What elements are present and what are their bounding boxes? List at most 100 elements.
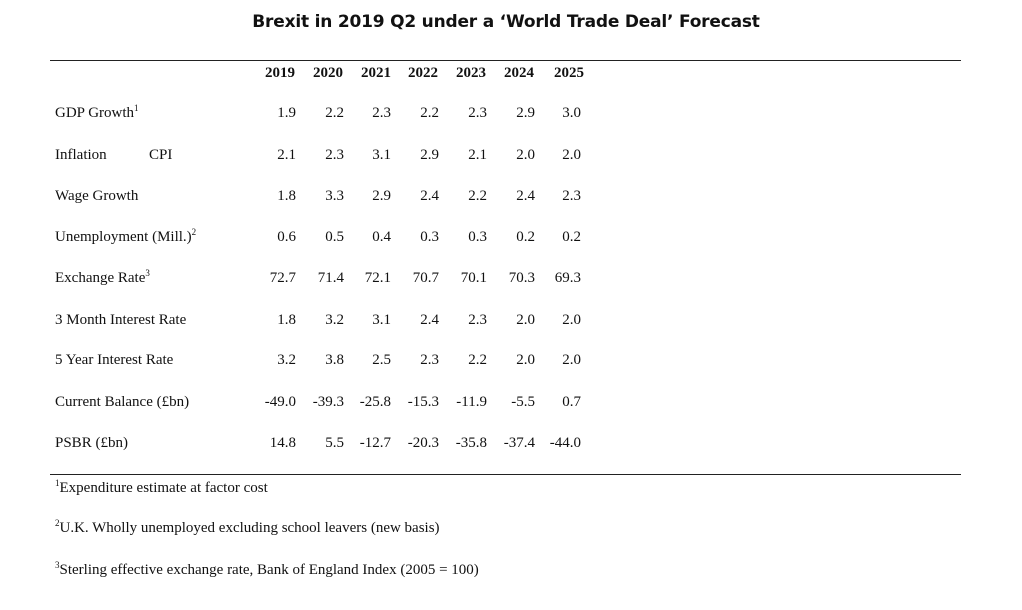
footnote: 1Expenditure estimate at factor cost <box>55 478 268 497</box>
year-header: 2021 <box>361 65 391 81</box>
row-label: Exchange Rate3 <box>55 268 150 287</box>
table-cell: 0.6 <box>277 229 296 245</box>
row-sublabel: CPI <box>149 147 173 163</box>
footnote-marker: 3 <box>145 268 150 278</box>
table-cell: 0.2 <box>562 229 581 245</box>
table-cell: -39.3 <box>312 394 344 410</box>
table-cell: 2.0 <box>516 312 535 328</box>
table-cell: 70.3 <box>508 270 535 286</box>
table-cell: 2.0 <box>562 312 581 328</box>
table-cell: 2.1 <box>468 147 487 163</box>
table-cell: 1.8 <box>277 188 296 204</box>
table-cell: 3.0 <box>562 105 581 121</box>
table-cell: 2.4 <box>516 188 535 204</box>
row-label-text: 3 Month Interest Rate <box>55 312 187 328</box>
year-header: 2025 <box>554 65 584 81</box>
table-cell: 2.2 <box>420 105 439 121</box>
footnote-marker: 3 <box>55 560 60 570</box>
table-cell: 5.5 <box>325 435 344 451</box>
year-header: 2023 <box>456 65 486 81</box>
footnote-marker: 1 <box>55 478 60 488</box>
table-cell: 72.7 <box>269 270 296 286</box>
table-cell: 2.3 <box>420 352 439 368</box>
table-cell: -11.9 <box>456 394 487 410</box>
table-cell: 2.0 <box>516 352 535 368</box>
table-cell: 2.4 <box>420 188 439 204</box>
table-cell: 3.1 <box>372 312 391 328</box>
table-cell: 69.3 <box>554 270 581 286</box>
year-header: 2020 <box>313 65 343 81</box>
table-cell: 1.9 <box>277 105 296 121</box>
footnote-marker: 2 <box>55 518 60 528</box>
table-bottom-rule <box>50 474 961 475</box>
table-cell: 2.3 <box>372 105 391 121</box>
row-label: 5 Year Interest Rate <box>55 352 173 369</box>
footnote-marker: 1 <box>134 103 139 113</box>
page-title: Brexit in 2019 Q2 under a ‘World Trade D… <box>252 12 760 32</box>
table-cell: -15.3 <box>407 394 439 410</box>
table-cell: 2.0 <box>516 147 535 163</box>
table-cell: 2.3 <box>562 188 581 204</box>
table-cell: 2.3 <box>325 147 344 163</box>
row-label: 3 Month Interest Rate <box>55 312 186 329</box>
table-cell: -49.0 <box>264 394 296 410</box>
table-cell: 0.4 <box>372 229 391 245</box>
table-cell: 3.8 <box>325 352 344 368</box>
row-label-text: PSBR (£bn) <box>55 435 128 451</box>
table-cell: 2.9 <box>420 147 439 163</box>
table-cell: 2.5 <box>372 352 391 368</box>
table-cell: 2.0 <box>562 352 581 368</box>
table-cell: 2.1 <box>277 147 296 163</box>
table-cell: 3.2 <box>277 352 296 368</box>
table-cell: 2.3 <box>468 105 487 121</box>
table-cell: 14.8 <box>269 435 296 451</box>
table-cell: -5.5 <box>511 394 535 410</box>
row-label: Unemployment (Mill.)2 <box>55 227 197 246</box>
table-cell: 2.9 <box>516 105 535 121</box>
table-cell: -25.8 <box>359 394 391 410</box>
table-cell: 0.7 <box>562 394 581 410</box>
table-cell: 71.4 <box>317 270 344 286</box>
table-cell: 0.5 <box>325 229 344 245</box>
table-cell: 70.1 <box>460 270 487 286</box>
year-header: 2024 <box>504 65 534 81</box>
table-cell: 2.2 <box>325 105 344 121</box>
table-cell: 70.7 <box>412 270 439 286</box>
row-label-text: Unemployment (Mill.) <box>55 229 192 245</box>
table-cell: -12.7 <box>359 435 391 451</box>
table-cell: 72.1 <box>364 270 391 286</box>
year-header: 2019 <box>265 65 295 81</box>
table-cell: 2.2 <box>468 188 487 204</box>
year-header: 2022 <box>408 65 438 81</box>
footnote: 3Sterling effective exchange rate, Bank … <box>55 560 479 579</box>
table-cell: 0.3 <box>420 229 439 245</box>
table-cell: 1.8 <box>277 312 296 328</box>
table-cell: 3.2 <box>325 312 344 328</box>
row-label: Current Balance (£bn) <box>55 394 189 411</box>
row-label-text: Exchange Rate <box>55 270 146 286</box>
table-cell: 0.3 <box>468 229 487 245</box>
row-label-text: Current Balance (£bn) <box>55 394 190 410</box>
row-label: Inflation <box>55 147 107 164</box>
footnote-text: Sterling effective exchange rate, Bank o… <box>59 562 479 578</box>
row-label-text: GDP Growth <box>55 105 135 121</box>
footnote-marker: 2 <box>191 227 197 237</box>
table-cell: 2.3 <box>468 312 487 328</box>
row-label: PSBR (£bn) <box>55 435 128 452</box>
table-cell: 2.9 <box>372 188 391 204</box>
table-cell: -37.4 <box>503 435 535 451</box>
row-label-text: Inflation <box>55 147 107 163</box>
table-cell: -35.8 <box>455 435 487 451</box>
table-cell: 3.1 <box>372 147 391 163</box>
table-cell: 2.0 <box>562 147 581 163</box>
table-cell: 3.3 <box>325 188 344 204</box>
table-cell: 2.2 <box>468 352 487 368</box>
table-cell: -20.3 <box>407 435 439 451</box>
footnote-text: Expenditure estimate at factor cost <box>59 480 268 496</box>
row-label: GDP Growth1 <box>55 103 139 122</box>
row-label: Wage Growth <box>55 188 138 205</box>
table-cell: 2.4 <box>420 312 439 328</box>
footnote-text: U.K. Wholly unemployed excluding school … <box>59 520 440 536</box>
footnote: 2U.K. Wholly unemployed excluding school… <box>55 518 440 537</box>
row-label-text: 5 Year Interest Rate <box>55 352 174 368</box>
